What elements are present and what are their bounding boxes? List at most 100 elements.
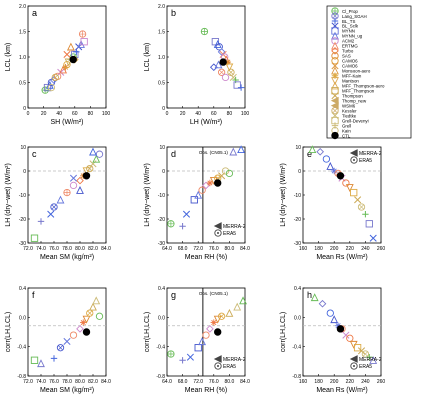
data-point: [214, 60, 223, 69]
legend-marker: [331, 106, 339, 115]
legend-label: WSM6: [342, 103, 356, 108]
y-tick-label: -30: [158, 241, 165, 247]
data-point: [366, 353, 373, 361]
y-tick-label: 1.0: [19, 55, 26, 61]
panel-b: 0 20 40 60 80 100 0 0.5 1.0 1.5 2.0 LH (W/m²) LCL (k…: [144, 4, 249, 126]
legend: Cl_PropLang_SGAHBL_TSBL_SclkMYNNMYNN_ugA…: [326, 5, 412, 140]
x-tick-label: 76.0: [209, 246, 219, 252]
data-point: [219, 58, 227, 66]
legend-label: MYNN_ug: [342, 34, 363, 39]
x-axis-label: Mean Rs (W/m²): [316, 387, 367, 394]
legend-label: CTL: [342, 133, 351, 138]
x-tick-label: 40: [195, 111, 201, 117]
data-point: [69, 181, 78, 190]
y-axis-label: LH (dry−wet) (W/m²): [144, 163, 151, 227]
data-point: [214, 328, 222, 336]
data-point: [224, 58, 232, 66]
data-point: [47, 210, 55, 218]
data-point: [76, 325, 84, 333]
panel-legend-label: MERRA-2: [223, 224, 246, 230]
legend-label: CAMO6: [342, 59, 358, 64]
data-point: [194, 190, 203, 199]
legend-label: Kessler: [342, 108, 357, 113]
x-tick-label: 80: [227, 111, 233, 117]
panel-legend-marker: [349, 149, 358, 157]
y-tick-label: -30: [19, 241, 26, 247]
x-tick-label: 100: [241, 111, 250, 117]
panel-letter: h: [307, 290, 312, 300]
y-tick-label: -20: [19, 217, 26, 223]
x-tick-label: 64.0: [162, 379, 172, 385]
data-point: [37, 359, 45, 368]
panel-legend-marker: [214, 362, 222, 370]
legend-label: Thompson: [342, 93, 363, 98]
data-point: [77, 40, 85, 48]
legend-label: MFF_Thompson-aero: [342, 84, 385, 89]
legend-label: Grell-Devenyi: [342, 118, 369, 123]
data-point: [318, 299, 327, 308]
x-tick-label: 0: [27, 111, 30, 117]
x-tick-label: 240: [361, 246, 370, 252]
data-point: [69, 331, 78, 339]
y-tick-label: 0: [23, 169, 26, 175]
y-tick-label: 10: [295, 145, 301, 151]
data-point: [233, 302, 242, 311]
panel-frame: [166, 146, 246, 244]
y-tick-label: -0.4: [17, 345, 26, 351]
x-tick-label: 80.0: [75, 246, 85, 252]
x-tick-label: 20: [41, 111, 47, 117]
data-point: [80, 319, 87, 326]
panel-letter: c: [32, 149, 37, 159]
panel-legend-label: ERA5: [359, 364, 372, 370]
x-tick-label: 180: [314, 246, 323, 252]
data-point: [206, 179, 214, 187]
panel-frame: [27, 5, 107, 109]
data-point: [217, 312, 226, 320]
panel-legend-marker: [350, 156, 358, 164]
legend-frame: [326, 5, 412, 139]
data-point: [200, 27, 209, 36]
x-tick-label: 76.0: [49, 246, 59, 252]
panel-f: 72.0 74.0 76.0 78.0 80.0 82.0 84.0 -0.8 -0.4 0.0 0…: [5, 286, 111, 394]
legend-marker: [331, 41, 339, 50]
x-tick-label: 60: [211, 111, 217, 117]
x-tick-label: 84.0: [101, 246, 111, 252]
data-point: [51, 73, 59, 82]
panel-legend-label: ERA5: [223, 231, 236, 237]
x-tick-label: 0: [166, 111, 169, 117]
data-point: [59, 65, 68, 74]
x-axis-label: Mean RH (%): [185, 387, 227, 394]
legend-label: Monsoon-aero: [342, 69, 371, 74]
data-point: [95, 312, 104, 320]
data-point: [82, 328, 91, 336]
y-tick-label: 0.0: [19, 315, 26, 321]
x-tick-label: 68.0: [178, 246, 188, 252]
data-point: [76, 176, 84, 185]
data-point: [76, 185, 84, 194]
data-point: [214, 179, 222, 187]
panel-letter: b: [171, 8, 176, 18]
data-point: [353, 344, 362, 352]
legend-marker: [331, 52, 339, 60]
panel-legend-label: ERA5: [223, 364, 236, 370]
legend-label: Kain: [342, 128, 351, 133]
data-point: [336, 325, 345, 333]
data-point: [330, 315, 339, 324]
y-tick-label: -0.8: [17, 374, 26, 380]
x-tick-label: 78.0: [62, 379, 72, 385]
legend-label: BL_Sclk: [342, 24, 359, 29]
panel-legend-label: MERRA-2: [359, 151, 382, 157]
y-tick-label: 0: [23, 106, 26, 112]
x-tick-label: 160: [299, 379, 308, 385]
data-point: [167, 350, 175, 358]
x-tick-label: 68.0: [178, 379, 188, 385]
x-tick-label: 200: [330, 379, 339, 385]
panel-g: Obs. (CN05.1) 64.0 68.0 72.0 76.0 80.0 84.0 -0.…: [144, 286, 250, 394]
y-tick-label: 0.4: [19, 286, 26, 292]
legend-label: Lang_SGAH: [342, 14, 367, 19]
panel-letter: d: [171, 149, 176, 159]
data-point: [69, 55, 77, 64]
panel-legend-marker: [349, 355, 358, 363]
